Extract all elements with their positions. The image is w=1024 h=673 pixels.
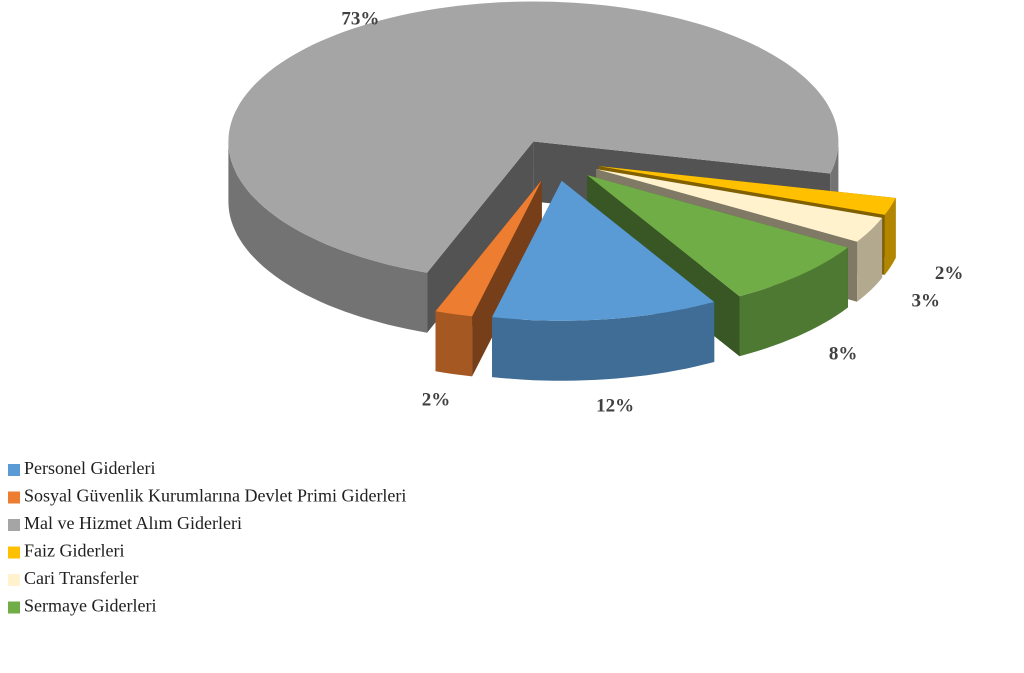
slice [435, 180, 542, 377]
slice [492, 180, 715, 381]
legend-label: Personel Giderleri [24, 458, 155, 478]
data-label: 3% [911, 291, 940, 312]
data-label: 8% [829, 343, 858, 364]
slice-wall [884, 198, 896, 275]
legend-label: Sosyal Güvenlik Kurumlarına Devlet Primi… [24, 486, 406, 506]
slice-wall [435, 311, 473, 377]
data-label: 2% [422, 389, 451, 410]
data-label: 12% [596, 395, 634, 416]
legend-swatch [8, 601, 20, 614]
slice-wall [228, 141, 428, 333]
data-label: 73% [341, 8, 379, 29]
slice-wall [857, 217, 883, 302]
legend-swatch [8, 546, 20, 559]
legend-label: Mal ve Hizmet Alım Giderleri [24, 513, 242, 533]
slice-top [587, 175, 848, 297]
legend-label: Faiz Giderleri [24, 541, 124, 561]
legend-swatch [8, 519, 20, 531]
legend-swatch [8, 574, 20, 586]
slice-wall [492, 302, 715, 381]
legend-swatch [8, 464, 20, 476]
slice-top [598, 166, 896, 215]
legend-label: Sermaye Giderleri [24, 596, 156, 616]
slice-top [435, 180, 542, 317]
slice-top [228, 1, 839, 273]
slice-top [596, 169, 883, 242]
legend-label: Cari Transferler [24, 568, 138, 588]
slice-wall [739, 247, 848, 357]
slice-side [427, 141, 534, 333]
slice-top [492, 180, 715, 321]
data-label: 2% [935, 263, 964, 284]
legend-swatch [8, 491, 20, 504]
